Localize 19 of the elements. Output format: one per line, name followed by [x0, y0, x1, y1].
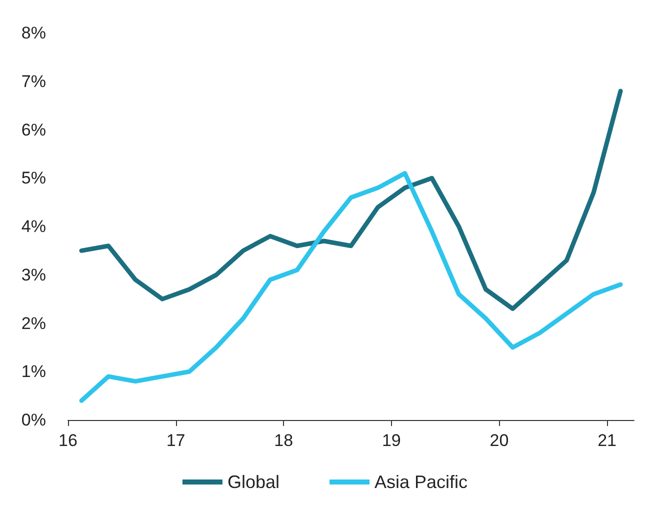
legend-label: Global — [227, 472, 280, 492]
y-tick-label: 3% — [21, 265, 46, 284]
x-tick-label: 20 — [490, 431, 509, 450]
y-tick-label: 1% — [21, 362, 46, 382]
y-tick-label: 5% — [21, 168, 46, 188]
y-tick-label: 6% — [21, 120, 46, 140]
y-tick-label: 4% — [21, 217, 46, 236]
legend-label: Asia Pacific — [374, 472, 468, 492]
x-tick-label: 17 — [166, 431, 186, 450]
x-tick-label: 16 — [58, 431, 78, 450]
y-tick-label: 0% — [21, 410, 46, 430]
y-tick-label: 2% — [21, 314, 46, 333]
y-tick-label: 7% — [21, 72, 46, 91]
line-series — [79, 171, 623, 403]
y-tick-label: 8% — [21, 24, 46, 42]
line-series — [79, 88, 623, 311]
x-tick-label: 19 — [382, 431, 401, 450]
x-tick-label: 21 — [598, 431, 617, 450]
x-tick-label: 18 — [274, 431, 294, 450]
